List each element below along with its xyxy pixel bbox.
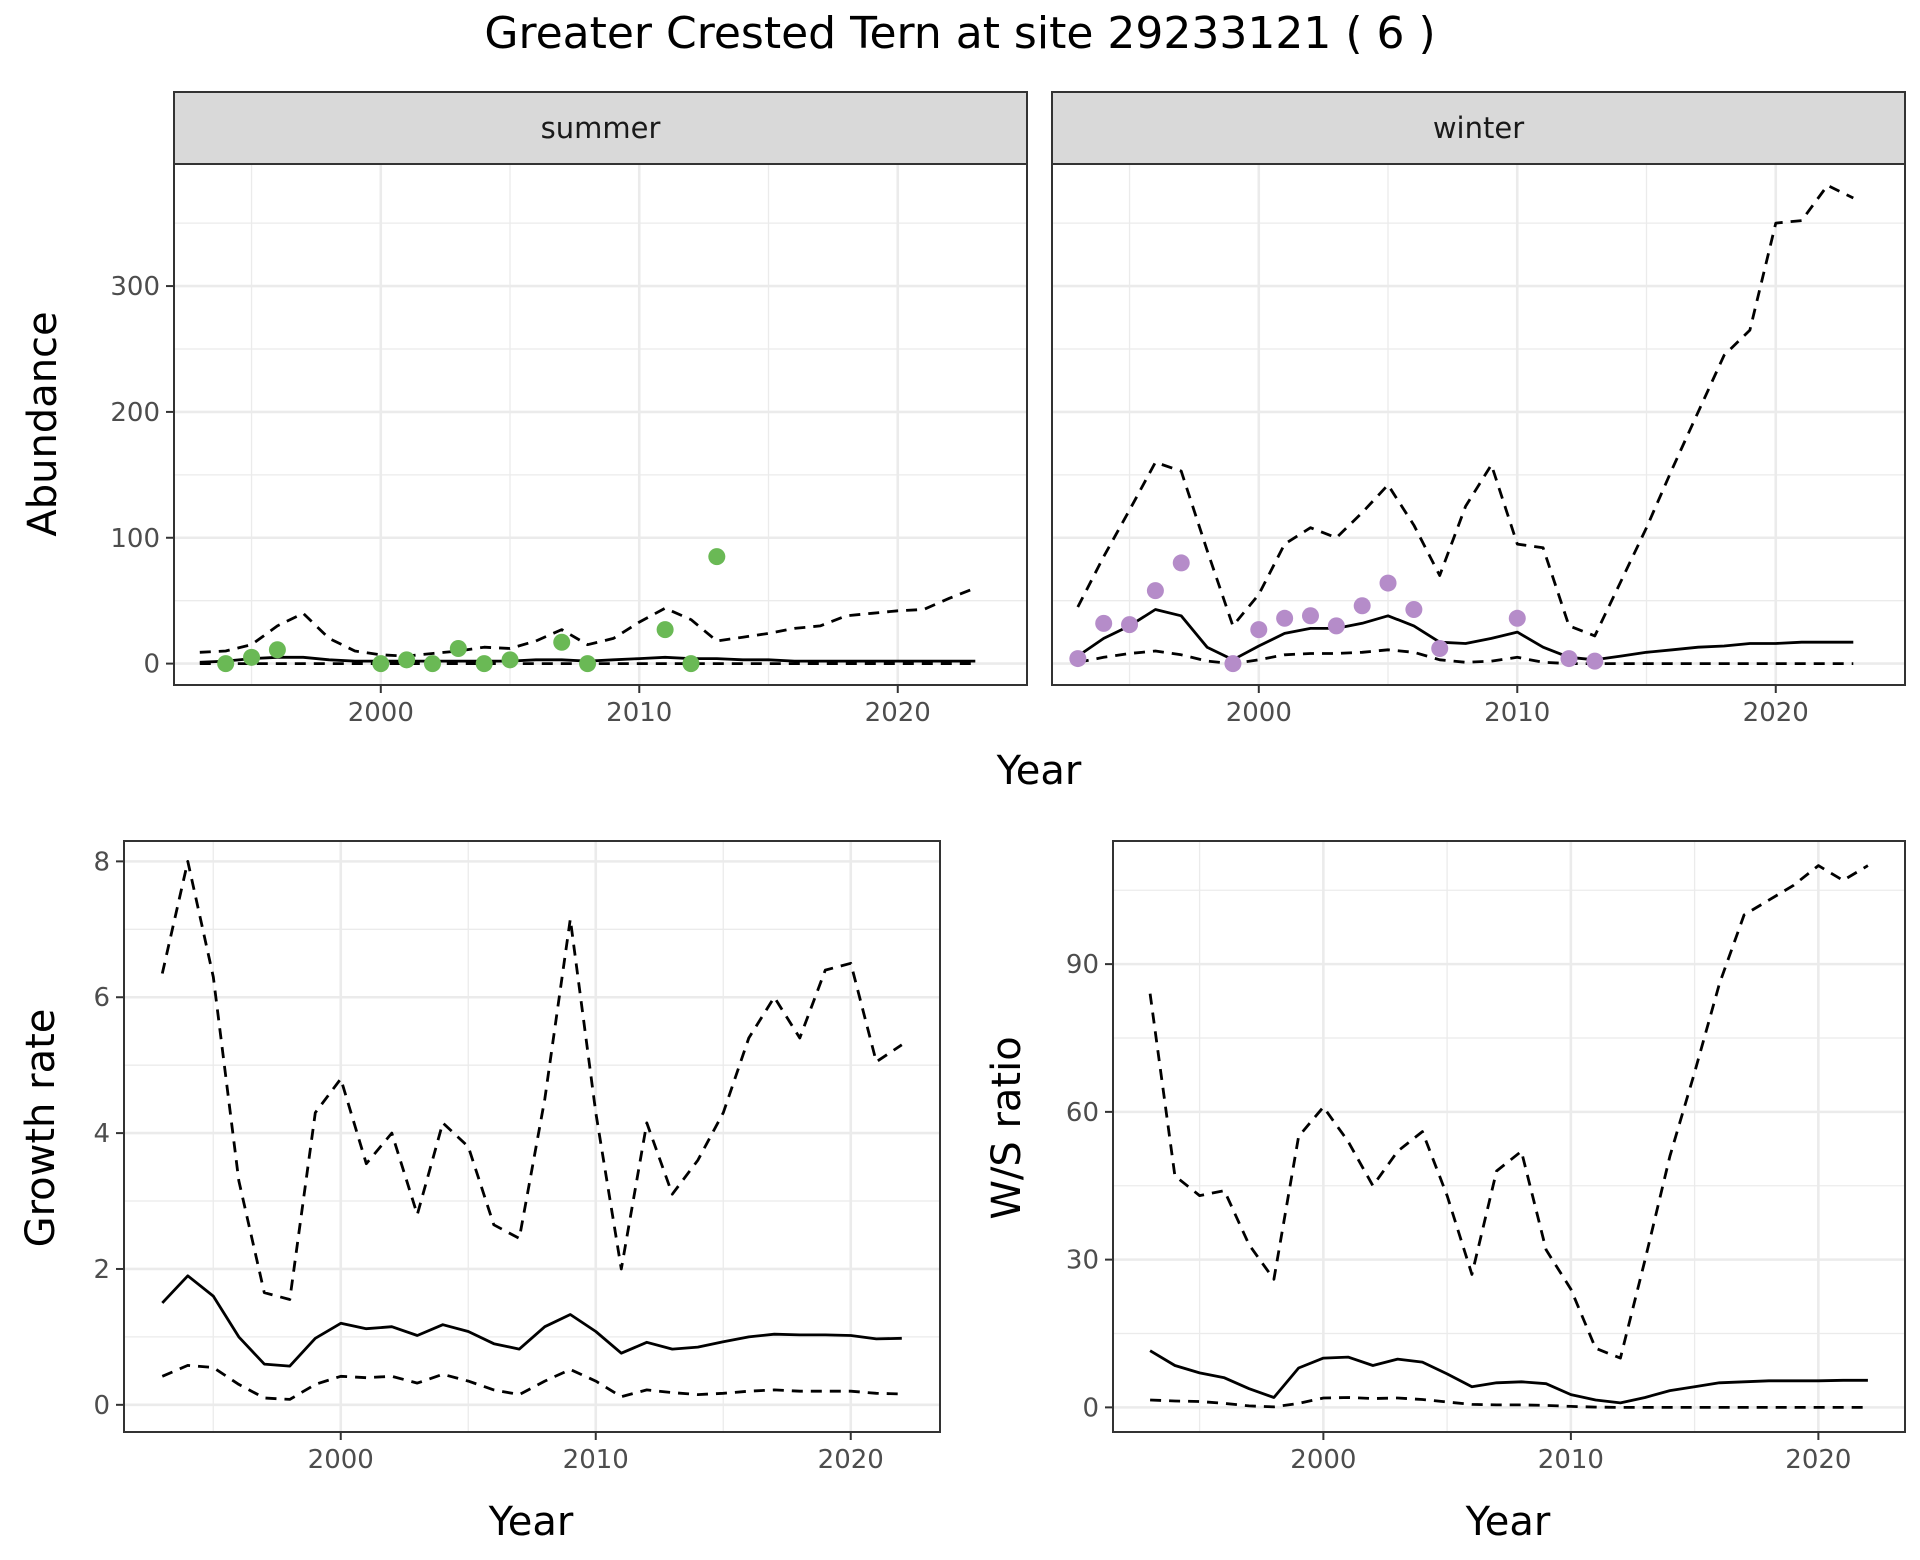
ws-ratio-panel: 2000 2010 2020 0 30 60 90: [1066, 840, 1906, 1475]
summer-data-point: [398, 651, 416, 669]
summer-data-point: [501, 651, 519, 669]
growth-panel-border: [123, 840, 941, 1433]
ratio-x-axis-title: Year: [1465, 1499, 1551, 1545]
summer-data-point: [708, 548, 726, 566]
ratio-y-tick-label: 0: [1082, 1393, 1099, 1423]
ratio-panel-border: [1112, 840, 1906, 1433]
summer-data-point: [423, 655, 441, 673]
abundance-x-axis-title: Year: [996, 748, 1082, 794]
winter-data-point: [1250, 621, 1268, 639]
winter-data-point: [1405, 600, 1423, 618]
summer-data-point: [449, 640, 467, 658]
growth-x-tick-label: 2000: [308, 1445, 374, 1475]
growth-y-tick-label: 6: [93, 983, 110, 1013]
summer-y-tick-label: 200: [110, 398, 160, 428]
growth-y-tick-label: 4: [93, 1119, 110, 1149]
winter-data-point: [1431, 640, 1449, 658]
growth-solid-line: [161, 1274, 902, 1368]
winter-dashed-line: [1077, 648, 1854, 665]
summer-data-point: [217, 655, 235, 673]
abundance-y-axis-title: Abundance: [20, 311, 66, 536]
winter-data-point: [1172, 554, 1190, 572]
summer-data-point: [268, 641, 286, 659]
summer-panel: summer 2000 2010 2020 0 100 200 300: [110, 91, 1028, 728]
growth-x-axis-title: Year: [488, 1499, 574, 1545]
ratio-x-tick-label: 2000: [1290, 1445, 1356, 1475]
winter-data-point: [1353, 597, 1371, 615]
growth-y-tick-label: 0: [93, 1391, 110, 1421]
growth-y-tick-label: 8: [93, 847, 110, 877]
summer-x-tick-label: 2010: [606, 698, 672, 728]
winter-strip-label: winter: [1433, 111, 1524, 145]
summer-dashed-line: [199, 586, 976, 658]
winter-x-tick-label: 2020: [1743, 698, 1809, 728]
winter-data-point: [1327, 617, 1345, 635]
winter-data-point: [1301, 607, 1319, 625]
summer-data-point: [579, 655, 597, 673]
summer-x-tick-label: 2020: [865, 698, 931, 728]
summer-data-point: [243, 648, 261, 666]
ratio-solid-line: [1149, 1349, 1868, 1405]
growth-rate-panel: 2000 2010 2020 0 2 4 6 8: [93, 840, 941, 1475]
summer-data-point: [475, 655, 493, 673]
ratio-dashed-line: [1150, 1396, 1868, 1409]
winter-data-point: [1560, 650, 1578, 668]
growth-x-tick-label: 2020: [818, 1445, 884, 1475]
summer-data-point: [372, 655, 390, 673]
winter-dashed-line: [1076, 183, 1854, 638]
winter-x-tick-label: 2010: [1484, 698, 1550, 728]
growth-dashed-line: [160, 860, 903, 1301]
summer-strip-label: summer: [541, 111, 661, 145]
ratio-y-tick-label: 90: [1066, 950, 1099, 980]
summer-y-tick-label: 0: [143, 650, 160, 680]
summer-data-point: [682, 655, 700, 673]
figure-title: Greater Crested Tern at site 29233121 ( …: [484, 8, 1435, 59]
summer-y-tick-label: 300: [110, 272, 160, 302]
winter-data-point: [1069, 650, 1087, 668]
ratio-y-tick-label: 60: [1066, 1098, 1099, 1128]
growth-y-axis-title: Growth rate: [18, 1009, 64, 1248]
winter-data-point: [1095, 614, 1113, 632]
growth-y-tick-label: 2: [93, 1255, 110, 1285]
winter-solid-line: [1077, 608, 1854, 662]
winter-data-point: [1121, 616, 1139, 634]
ratio-y-tick-label: 30: [1066, 1246, 1099, 1276]
ratio-y-axis-title: W/S ratio: [984, 1036, 1030, 1219]
winter-data-point: [1508, 609, 1526, 627]
winter-data-point: [1586, 652, 1604, 670]
ratio-x-tick-label: 2010: [1538, 1445, 1604, 1475]
winter-x-tick-label: 2000: [1226, 698, 1292, 728]
summer-data-point: [553, 633, 571, 651]
winter-data-point: [1379, 574, 1397, 592]
ratio-x-tick-label: 2020: [1785, 1445, 1851, 1475]
winter-strip: [1051, 91, 1906, 165]
winter-panel: winter 2000 2010 2020: [1051, 91, 1906, 728]
winter-data-point: [1276, 609, 1294, 627]
summer-data-point: [656, 621, 674, 639]
summer-y-tick-label: 100: [110, 524, 160, 554]
summer-x-tick-label: 2000: [348, 698, 414, 728]
winter-data-point: [1224, 655, 1242, 673]
growth-x-tick-label: 2010: [563, 1445, 629, 1475]
winter-data-point: [1146, 582, 1164, 600]
summer-strip: [173, 91, 1028, 165]
growth-dashed-line: [161, 1364, 902, 1401]
